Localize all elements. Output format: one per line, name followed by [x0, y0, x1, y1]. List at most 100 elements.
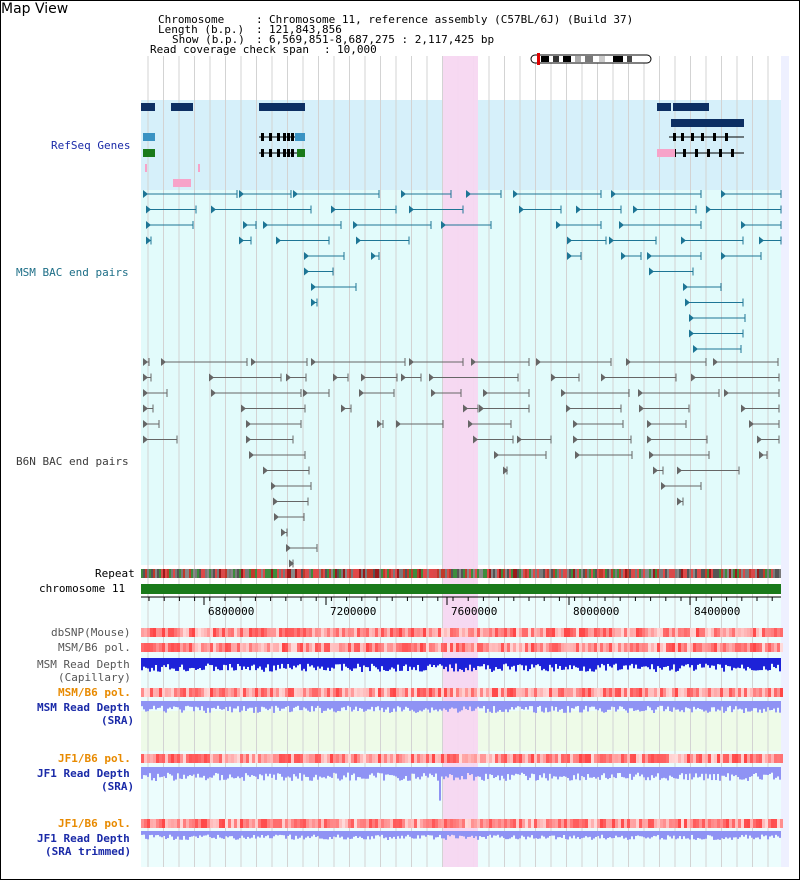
repeat-segment	[299, 569, 301, 578]
msm-sra-depth-bar	[459, 701, 461, 712]
jf1-sra-depth-bar	[263, 767, 265, 781]
msm-sra-depth-bar	[203, 701, 205, 711]
dbsnp-heat-cell	[354, 628, 357, 637]
msm-capillary-depth-bar	[259, 658, 261, 667]
msm-b6-pol-2-heat-cell	[657, 688, 660, 697]
msm-capillary-depth-bar	[241, 658, 243, 670]
jf1-sra-trimmed-depth-bar	[467, 831, 469, 837]
dbsnp-heat-cell	[678, 628, 681, 637]
jf1-sra-trimmed-depth-bar	[197, 831, 199, 839]
jf1-sra-trimmed-depth-bar	[383, 831, 385, 839]
track-label-refseq[interactable]: RefSeq Genes	[51, 139, 131, 152]
jf1-sra-trimmed-depth-bar	[475, 831, 477, 837]
bac-end-marker	[601, 373, 606, 382]
jf1-sra-trimmed-depth-bar	[587, 831, 589, 838]
track-label-msm-bac[interactable]: MSM BAC end pairs	[16, 266, 129, 279]
msm-b6-pol-heat-cell	[675, 643, 678, 652]
msm-b6-pol-2-heat-cell	[678, 688, 681, 697]
msm-bac-track[interactable]	[143, 190, 782, 353]
jf1-b6-pol-2-heat-cell	[267, 819, 270, 828]
jf1-b6-pol-2-heat-cell	[297, 819, 300, 828]
msm-b6-pol-2-heat-cell	[246, 688, 249, 697]
msm-b6-pol-2-heat-cell	[225, 688, 228, 697]
repeat-segment	[675, 569, 677, 578]
dbsnp-heat-cell	[468, 628, 471, 637]
jf1-sra-depth-bar	[597, 767, 599, 778]
msm-sra-depth-bar	[457, 701, 459, 713]
jf1-sra-depth-bar	[193, 767, 195, 775]
msm-b6-pol-2-heat-cell	[669, 688, 672, 697]
gene-exon	[291, 133, 294, 141]
msm-b6-pol-2-heat-cell	[717, 688, 720, 697]
track-label-jf1-b6-pol: JF1/B6 pol.	[58, 752, 131, 765]
repeat-segment	[399, 569, 401, 578]
msm-capillary-depth-bar	[771, 658, 773, 664]
repeat-segment	[541, 569, 543, 578]
jf1-sra-trimmed-depth-bar	[317, 831, 319, 837]
msm-sra-depth-bar	[145, 701, 147, 712]
track-label-b6n-bac[interactable]: B6N BAC end pairs	[16, 455, 129, 468]
dbsnp-heat-cell	[618, 628, 621, 637]
jf1-sra-trimmed-depth-bar	[563, 831, 565, 835]
track-label-jf1-depth: JF1 Read Depth	[37, 767, 130, 780]
msm-b6-pol-2-heat-cell	[525, 688, 528, 697]
gene-exon	[277, 133, 280, 141]
jf1-b6-pol-2-heat-cell	[219, 819, 222, 828]
jf1-sra-trimmed-depth-bar	[693, 831, 695, 840]
chromosome-ideogram[interactable]	[530, 53, 652, 65]
msm-sra-depth-bar	[603, 701, 605, 713]
msm-sra-depth-bar	[375, 701, 377, 708]
msm-sra-depth-bar	[575, 701, 577, 707]
jf1-sra-depth-bar	[659, 767, 661, 780]
msm-sra-depth-bar	[209, 701, 211, 713]
msm-sra-depth-bar	[497, 701, 499, 712]
repeat-segment	[331, 569, 333, 578]
jf1-sra-depth-bar	[629, 767, 631, 774]
msm-capillary-depth-bar	[297, 658, 299, 666]
jf1-sra-trimmed-depth-bar	[403, 831, 405, 839]
msm-capillary-depth-bar	[365, 658, 367, 668]
repeat-segment	[589, 569, 591, 578]
jf1-sra-depth-bar	[587, 767, 589, 775]
jf1-b6-pol-2-heat-cell	[318, 819, 321, 828]
jf1-b6-pol-2-heat-cell	[711, 819, 714, 828]
refseq-gene-track[interactable]	[141, 103, 744, 187]
jf1-b6-pol-2-heat-cell	[384, 819, 387, 828]
jf1-sra-trimmed-depth-bar	[543, 831, 545, 837]
jf1-sra-trimmed-depth-bar	[661, 831, 663, 839]
jf1-b6-pol-2-heat-cell	[774, 819, 777, 828]
msm-sra-depth-bar	[225, 701, 227, 708]
msm-b6-pol-heat-cell	[660, 643, 663, 652]
msm-capillary-depth-bar	[145, 658, 147, 668]
bac-end-marker	[573, 420, 578, 428]
jf1-sra-depth-bar	[581, 767, 583, 777]
bac-end-marker	[619, 221, 624, 229]
jf1-sra-trimmed-depth-bar	[763, 831, 765, 837]
jf1-sra-trimmed-depth-bar	[491, 831, 493, 838]
jf1-sra-trimmed-depth-bar	[415, 831, 417, 839]
jf1-sra-depth-bar	[449, 767, 451, 775]
jf1-sra-trimmed-depth-bar	[655, 831, 657, 837]
msm-sra-depth-bar	[201, 701, 203, 707]
msm-sra-depth-bar	[327, 701, 329, 709]
jf1-sra-trimmed-depth-bar	[191, 831, 193, 837]
gene-exon	[681, 133, 684, 141]
bac-end-marker	[536, 358, 541, 366]
dbsnp-heat-cell	[741, 628, 744, 637]
bac-end-marker	[706, 205, 711, 214]
msm-b6-pol-heat-cell	[447, 643, 450, 652]
dbsnp-heat-cell	[219, 628, 222, 637]
b6n-bac-track[interactable]	[143, 358, 780, 568]
jf1-b6-pol-heat-cell	[690, 754, 693, 763]
jf1-b6-pol-heat-cell	[390, 754, 393, 763]
jf1-b6-pol-heat-cell	[480, 754, 483, 763]
jf1-b6-pol-heat-cell	[165, 754, 168, 763]
repeat-segment	[509, 569, 511, 578]
jf1-sra-depth-bar	[217, 767, 219, 774]
bac-end-marker	[143, 190, 148, 198]
jf1-b6-pol-heat-cell	[306, 754, 309, 763]
msm-b6-pol-heat-cell	[171, 643, 174, 652]
msm-capillary-depth-bar	[275, 658, 277, 671]
dbsnp-heat-cell	[648, 628, 651, 637]
